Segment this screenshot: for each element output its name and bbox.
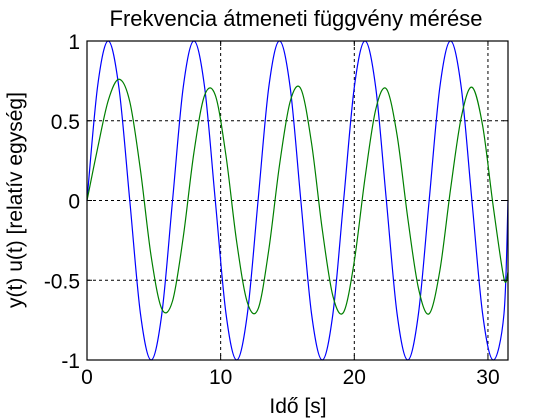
y-tick-labels: -1 -0.5 0 0.5 1 bbox=[44, 31, 80, 373]
chart-title: Frekvencia átmeneti függvény mérése bbox=[110, 6, 483, 31]
x-tick-label: 10 bbox=[209, 366, 232, 389]
series-layer bbox=[86, 40, 509, 361]
y-tick-label: 1 bbox=[68, 31, 80, 54]
x-tick-labels: 0 10 20 30 bbox=[81, 366, 499, 389]
series-line-input bbox=[86, 40, 509, 361]
x-tick-label: 0 bbox=[81, 366, 93, 389]
y-tick-label: -1 bbox=[61, 350, 80, 373]
tick-marks bbox=[86, 40, 508, 361]
y-tick-label: 0 bbox=[68, 191, 80, 214]
y-tick-label: 0.5 bbox=[51, 111, 80, 134]
y-axis-label: y(t) u(t) [relatív egység] bbox=[4, 92, 27, 308]
series-line-output bbox=[86, 78, 509, 315]
grid-lines bbox=[86, 40, 508, 361]
y-tick-label: -0.5 bbox=[44, 270, 80, 293]
x-tick-label: 20 bbox=[343, 366, 366, 389]
x-tick-label: 30 bbox=[476, 366, 499, 389]
x-axis-label: Idő [s] bbox=[269, 395, 326, 418]
